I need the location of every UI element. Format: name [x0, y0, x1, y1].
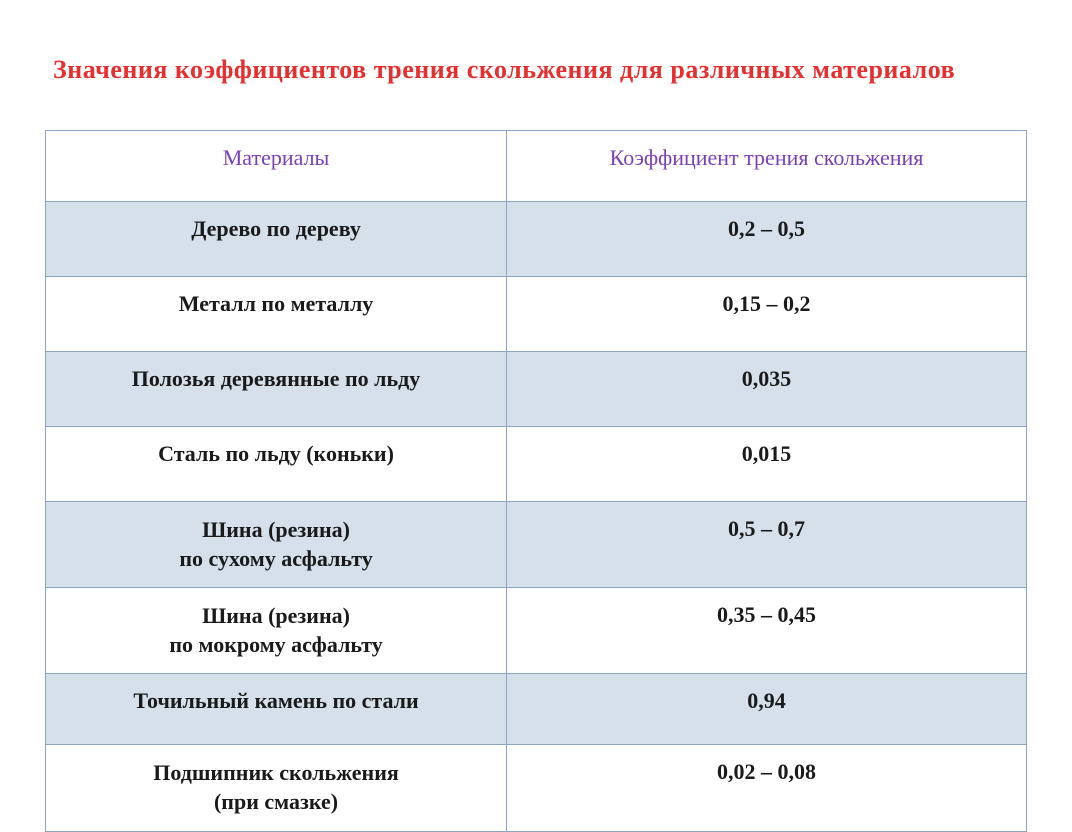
- cell-material-line2: (при смазке): [214, 789, 338, 814]
- table-row: Шина (резина) по мокрому асфальту 0,35 –…: [46, 588, 1027, 674]
- page-title: Значения коэффициентов трения скольжения…: [53, 55, 1027, 85]
- cell-material: Сталь по льду (коньки): [46, 427, 507, 502]
- table-row: Подшипник скольжения (при смазке) 0,02 –…: [46, 745, 1027, 831]
- cell-value: 0,2 – 0,5: [507, 202, 1027, 277]
- column-header-value: Коэффициент трения скольжения: [507, 131, 1027, 202]
- cell-material-line2: по мокрому асфальту: [169, 632, 382, 657]
- cell-value: 0,015: [507, 427, 1027, 502]
- table-row: Точильный камень по стали 0,94: [46, 674, 1027, 745]
- cell-material: Точильный камень по стали: [46, 674, 507, 745]
- cell-material-line1: Подшипник скольжения: [153, 760, 399, 785]
- column-header-material: Материалы: [46, 131, 507, 202]
- cell-material-line2: по сухому асфальту: [179, 546, 372, 571]
- cell-material: Шина (резина) по мокрому асфальту: [46, 588, 507, 674]
- cell-value: 0,02 – 0,08: [507, 745, 1027, 831]
- table-header-row: Материалы Коэффициент трения скольжения: [46, 131, 1027, 202]
- friction-table: Материалы Коэффициент трения скольжения …: [45, 130, 1027, 832]
- cell-value: 0,35 – 0,45: [507, 588, 1027, 674]
- cell-material: Подшипник скольжения (при смазке): [46, 745, 507, 831]
- cell-material-line1: Шина (резина): [202, 517, 350, 542]
- cell-value: 0,5 – 0,7: [507, 502, 1027, 588]
- cell-material: Металл по металлу: [46, 277, 507, 352]
- table-row: Сталь по льду (коньки) 0,015: [46, 427, 1027, 502]
- cell-material: Шина (резина) по сухому асфальту: [46, 502, 507, 588]
- table-row: Дерево по дереву 0,2 – 0,5: [46, 202, 1027, 277]
- cell-value: 0,15 – 0,2: [507, 277, 1027, 352]
- table-row: Металл по металлу 0,15 – 0,2: [46, 277, 1027, 352]
- cell-value: 0,94: [507, 674, 1027, 745]
- table-row: Шина (резина) по сухому асфальту 0,5 – 0…: [46, 502, 1027, 588]
- cell-material: Дерево по дереву: [46, 202, 507, 277]
- table-row: Полозья деревянные по льду 0,035: [46, 352, 1027, 427]
- cell-material: Полозья деревянные по льду: [46, 352, 507, 427]
- cell-material-line1: Шина (резина): [202, 603, 350, 628]
- cell-value: 0,035: [507, 352, 1027, 427]
